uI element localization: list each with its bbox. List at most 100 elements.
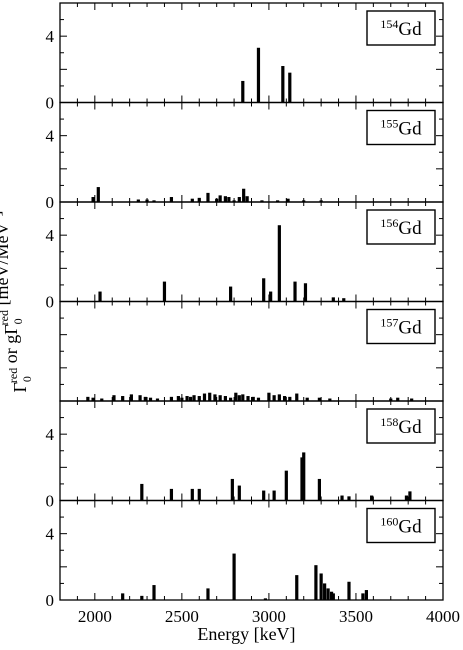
bar [237,485,241,501]
bar [206,588,210,600]
bar [223,196,227,202]
bar [364,590,368,600]
isotope-label-box [366,408,436,444]
y-tick-label: 4 [46,127,55,146]
bar [91,197,95,202]
bar [256,397,261,401]
bar [329,591,334,600]
bar [223,396,227,401]
bar [331,593,335,600]
bar [404,495,409,501]
bar [91,397,95,401]
bar [176,396,180,401]
bar [272,490,276,501]
bar [303,283,308,302]
isotope-label-box [366,209,436,245]
bar [389,398,393,401]
bar [129,394,133,401]
bar [293,281,297,302]
bar [269,291,273,302]
bar [96,187,100,202]
bar [197,197,201,202]
bar [169,197,174,202]
bar [295,393,299,401]
bar [396,397,400,401]
bar [145,199,149,202]
bar [272,395,276,401]
bar [100,398,104,401]
x-tick-label: 2500 [165,607,199,626]
y-tick-label: 0 [46,193,55,212]
bar [361,593,365,600]
bar [218,195,222,202]
bar [136,199,140,202]
y-tick-label: 0 [46,94,55,113]
bar [277,225,281,302]
x-tick-label: 3500 [339,607,373,626]
isotope-label: 160Gd [380,515,422,538]
bar [138,395,142,401]
bar [86,396,90,401]
bar [251,396,255,401]
bar [302,200,306,202]
bar [232,553,236,600]
isotope-label: 156Gd [380,216,422,239]
y-tick-label: 4 [46,27,55,46]
bar [288,72,292,103]
bar [143,396,147,401]
bar [155,398,160,401]
bar [229,286,233,302]
bar [237,395,241,401]
bar [267,392,271,401]
bar [319,573,323,600]
x-tick-labels: 2000 2500 3000 3500 4000 [78,607,460,626]
bar [237,197,241,202]
x-tick-label: 2000 [78,607,112,626]
y-tick-label: 0 [46,591,55,610]
bar [152,585,156,600]
panel-156-gd: 0 4 156Gd [46,201,444,312]
bar [169,488,174,501]
bar [241,80,245,103]
bar [300,457,304,501]
bar [140,483,144,501]
y-tick-label: 4 [46,525,55,544]
bar [286,198,290,202]
bar [262,278,266,302]
bar [276,200,280,202]
bar [197,396,201,401]
bar [234,392,238,401]
bar [180,397,184,401]
isotope-label: 154Gd [380,17,422,40]
bar [317,478,321,501]
bar [256,47,261,103]
y-axis-title: Γ0red or gΓ0red [meV/MeV3] [0,211,34,393]
bar [319,200,323,202]
bar [328,398,332,401]
isotope-label: 155Gd [380,117,422,140]
bar [185,396,189,401]
x-tick-label: 3000 [252,607,286,626]
y-tick-label: 0 [46,492,55,511]
bar [152,200,156,202]
panel-160-gd: 0 4 160Gd [46,499,444,610]
bar [246,396,250,401]
isotope-label: 157Gd [380,316,422,339]
bar [342,298,346,302]
bar [190,488,194,501]
panels-group: 0 4 154Gd 0 4 155Gd 0 4 156Gd 157Gd 0 4 158Gd 0 4 160Gd [46,2,444,610]
bar [112,395,116,401]
bar [282,396,287,401]
bar [281,66,285,103]
panel-158-gd: 0 4 158Gd [46,400,444,511]
y-tick-label: 4 [46,425,55,444]
bar [213,394,217,401]
bar [245,196,249,202]
bar [260,200,264,202]
bar [206,192,210,202]
bar [188,396,193,401]
y-tick-label: 0 [46,293,55,312]
isotope-label-box [366,507,436,544]
bar [229,397,233,401]
